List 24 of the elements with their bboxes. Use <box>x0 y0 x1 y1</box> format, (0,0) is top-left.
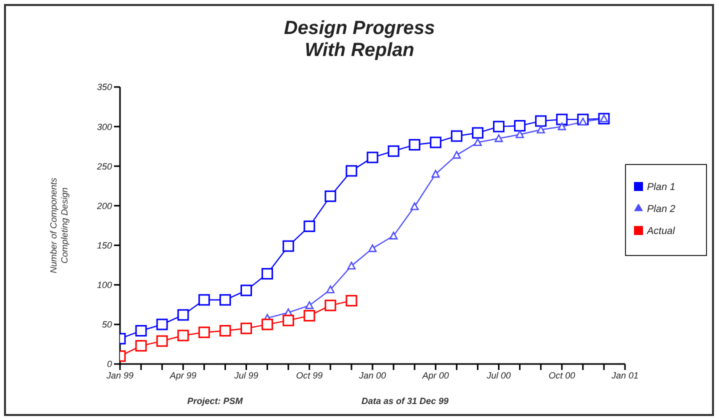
y-tick-label: 50 <box>102 320 112 330</box>
x-tick-label: Jul 00 <box>486 370 511 380</box>
y-tick-label: 350 <box>96 82 112 92</box>
y-tick-label: 200 <box>96 200 112 211</box>
x-tick-label: Jan 99 <box>105 370 134 380</box>
legend-label: Plan 2 <box>647 204 676 214</box>
x-tick-label: Oct 00 <box>548 370 576 380</box>
legend-label: Plan 1 <box>647 182 676 192</box>
text: Data as of 31 Dec 99 <box>360 396 450 406</box>
y-tick-label: 100 <box>96 280 112 290</box>
x-tick-label: Apr 99 <box>168 370 196 380</box>
y-tick-label: 0 <box>106 359 112 370</box>
x-tick-label: Apr 00 <box>421 370 449 380</box>
x-tick-label: Jan 01 <box>610 370 639 380</box>
y-axis-title: Number of Components Completing Design <box>48 177 70 274</box>
y-tick-label: 250 <box>96 161 112 172</box>
legend-label: Actual <box>647 226 675 236</box>
x-tick-label: Jul 99 <box>233 370 258 380</box>
chart-title: Design Progress With Replan <box>283 18 436 62</box>
y-tick-label: 150 <box>96 240 112 250</box>
y-tick-label: 300 <box>96 122 112 132</box>
x-tick-label: Jan 00 <box>358 370 386 380</box>
text: Project: PSM <box>186 396 244 406</box>
x-tick-label: Oct 99 <box>296 370 323 380</box>
